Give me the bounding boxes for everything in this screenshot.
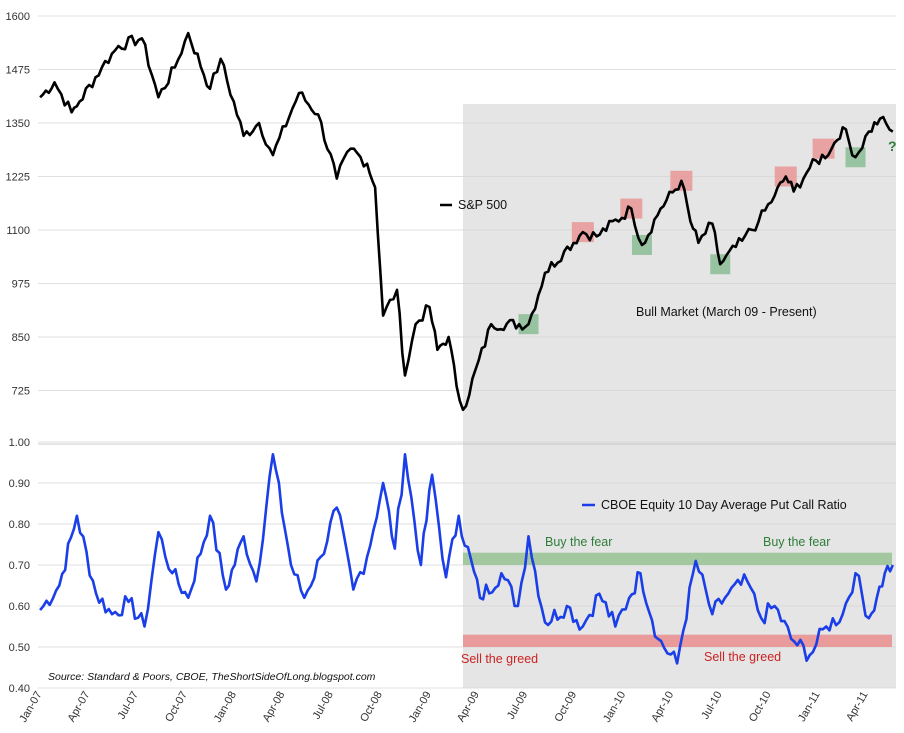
put-call-ratio-line	[39, 453, 894, 665]
spx-legend-label: S&P 500	[458, 198, 507, 212]
bull-market-shade-rect	[463, 104, 896, 688]
sell-the-greed-label-1: Sell the greed	[461, 652, 538, 666]
pcr-y-tick-label: 0.90	[9, 478, 30, 490]
x-tick-label: Jul-09	[505, 690, 530, 722]
x-tick-label: Oct-07	[163, 690, 190, 725]
spx-y-tick-label: 975	[12, 279, 30, 291]
pcr-y-tick-label: 0.50	[9, 642, 30, 654]
x-axis-ticks: Jan-07 Apr-07 Jul-07 Oct-07 Jan-08 Apr-08 Jul-…	[17, 690, 870, 725]
sell-the-greed-band	[463, 634, 892, 647]
x-tick-label: Jan-09	[407, 690, 434, 725]
x-tick-label: Apr-08	[261, 690, 288, 725]
x-tick-label: Apr-07	[66, 690, 93, 725]
x-tick-label: Oct-08	[358, 690, 385, 725]
x-tick-label: Apr-10	[649, 690, 676, 725]
spx-y-tick-label: 1600	[6, 11, 30, 23]
pcr-y-axis-ticks: 1.00 0.90 0.80 0.70 0.60 0.50 0.40	[9, 437, 30, 695]
pcr-y-tick-label: 0.70	[9, 560, 30, 572]
buy-the-fear-band	[463, 552, 892, 565]
spx-y-tick-label: 1225	[6, 172, 30, 184]
x-tick-label: Jul-10	[699, 690, 724, 722]
x-tick-label: Jan-10	[601, 690, 628, 725]
question-mark-annotation: ?	[888, 138, 897, 154]
x-tick-label: Apr-11	[844, 690, 870, 724]
source-note: Source: Standard & Poors, CBOE, TheShort…	[48, 671, 376, 683]
x-tick-label: Jul-08	[311, 690, 336, 722]
pcr-legend-label: CBOE Equity 10 Day Average Put Call Rati…	[601, 498, 847, 512]
pcr-y-tick-label: 0.40	[9, 683, 30, 695]
spx-legend: S&P 500	[440, 198, 507, 212]
series	[38, 31, 896, 665]
x-tick-label: Jan-08	[212, 690, 239, 725]
put-call-bands	[463, 552, 892, 647]
spx-y-tick-label: 1100	[6, 225, 30, 237]
spx-y-tick-label: 1350	[6, 118, 30, 130]
pcr-y-tick-label: 0.80	[9, 519, 30, 531]
pcr-legend: CBOE Equity 10 Day Average Put Call Rati…	[582, 498, 847, 512]
x-tick-label: Oct-09	[552, 690, 579, 725]
bull-market-annotation: Bull Market (March 09 - Present)	[636, 305, 817, 319]
buy-the-fear-label-1: Buy the fear	[545, 535, 612, 549]
buy-the-fear-label-2: Buy the fear	[763, 535, 830, 549]
sell-the-greed-label-2: Sell the greed	[704, 650, 781, 664]
x-tick-label: Oct-10	[747, 690, 774, 725]
spx-y-tick-label: 850	[12, 332, 30, 344]
x-tick-label: Jan-11	[796, 690, 823, 724]
spx-line	[39, 31, 894, 412]
x-tick-label: Apr-09	[455, 690, 482, 725]
pcr-y-tick-label: 1.00	[9, 437, 30, 449]
x-tick-label: Jul-07	[116, 690, 141, 722]
bull-market-shade	[463, 104, 896, 688]
spx-y-tick-label: 1475	[6, 65, 30, 77]
spx-y-tick-label: 725	[12, 386, 30, 398]
pcr-y-tick-label: 0.60	[9, 601, 30, 613]
spx-y-axis-ticks: 1600 1475 1350 1225 1100 975 850 725	[6, 11, 30, 398]
